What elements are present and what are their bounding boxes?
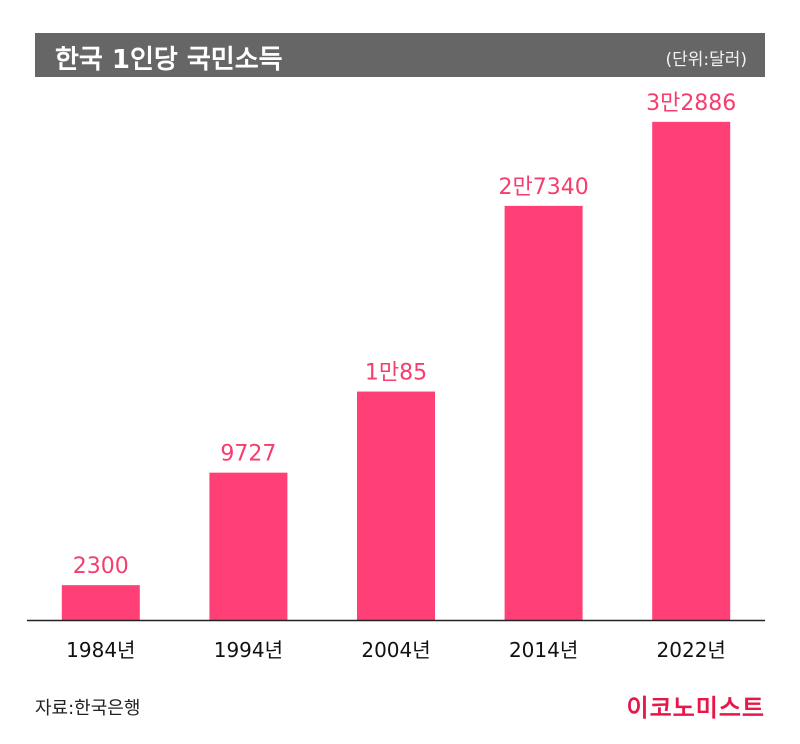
bar-2022년 (652, 121, 731, 620)
x-tick-label: 2022년 (657, 638, 726, 662)
value-label: 9727 (220, 442, 276, 467)
bar-1984년 (61, 585, 140, 620)
value-label: 3만2886 (646, 91, 736, 116)
bar-2014년 (504, 205, 583, 621)
value-label: 1만85 (365, 361, 427, 386)
unit-label: (단위:달러) (665, 50, 747, 70)
publisher-logo: 이코노미스트 (626, 694, 765, 722)
bar-2004년 (357, 391, 435, 620)
x-tick-label: 2004년 (361, 638, 430, 662)
chart-title: 한국 1인당 국민소득 (55, 45, 283, 75)
title-bar: 한국 1인당 국민소득 (단위:달러) (35, 33, 765, 77)
bar-1994년 (209, 472, 288, 620)
value-label: 2만7340 (498, 175, 588, 200)
x-tick-label: 1984년 (66, 638, 135, 662)
source-note: 자료:한국은행 (35, 698, 141, 719)
x-tick-label: 2014년 (509, 638, 578, 662)
value-label: 2300 (73, 554, 129, 579)
x-tick-label: 1994년 (214, 638, 283, 662)
